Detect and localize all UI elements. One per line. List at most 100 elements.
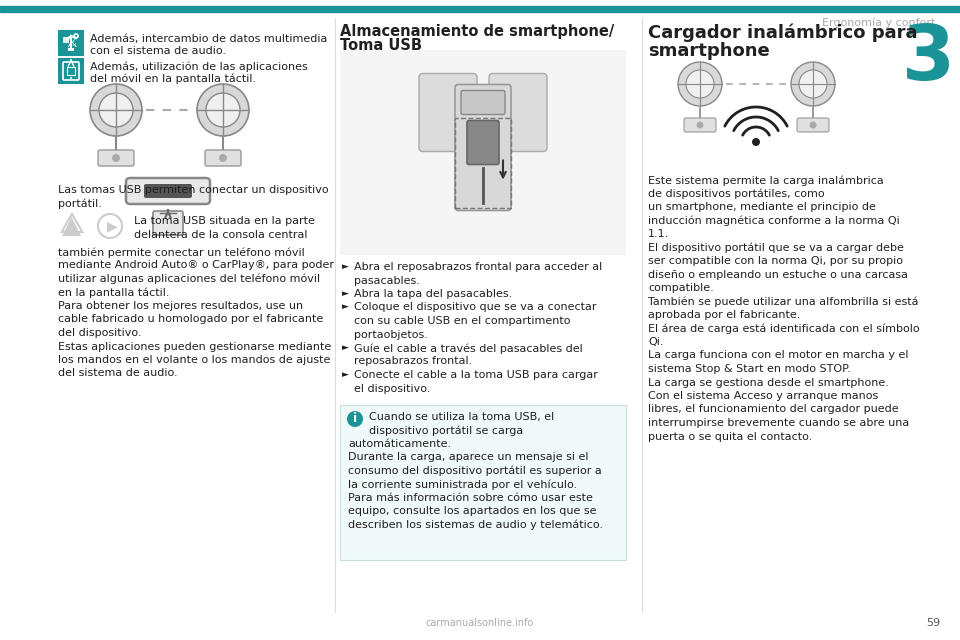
Circle shape	[686, 70, 714, 98]
Text: del dispositivo.: del dispositivo.	[58, 328, 141, 338]
FancyBboxPatch shape	[455, 84, 511, 211]
Text: La carga funciona con el motor en marcha y el: La carga funciona con el motor en marcha…	[648, 351, 908, 360]
Circle shape	[678, 62, 722, 106]
Bar	[58, 58, 84, 84]
Text: ►: ►	[342, 370, 348, 379]
Text: delantera de la consola central: delantera de la consola central	[134, 230, 307, 239]
Text: 59: 59	[925, 618, 940, 628]
Circle shape	[197, 84, 249, 136]
Text: ►: ►	[342, 343, 348, 352]
Bar	[455, 118, 511, 207]
Text: puerta o se quita el contacto.: puerta o se quita el contacto.	[648, 431, 812, 442]
Text: reposabrazos frontal.: reposabrazos frontal.	[354, 356, 472, 367]
Bar	[67, 67, 75, 75]
Text: aprobada por el fabricante.: aprobada por el fabricante.	[648, 310, 801, 320]
Text: Las tomas USB permiten conectar un dispositivo: Las tomas USB permiten conectar un dispo…	[58, 185, 328, 195]
Circle shape	[99, 93, 133, 127]
Text: del móvil en la pantalla táctil.: del móvil en la pantalla táctil.	[90, 74, 256, 84]
Circle shape	[206, 93, 240, 127]
Text: ▶: ▶	[107, 219, 117, 233]
Text: Estas aplicaciones pueden gestionarse mediante: Estas aplicaciones pueden gestionarse me…	[58, 342, 331, 351]
Text: describen los sistemas de audio y telemático.: describen los sistemas de audio y telemá…	[348, 520, 603, 531]
Text: consumo del dispositivo portátil es superior a: consumo del dispositivo portátil es supe…	[348, 466, 602, 477]
Text: Durante la carga, aparece un mensaje si el: Durante la carga, aparece un mensaje si …	[348, 452, 588, 463]
Text: diseño o empleando un estuche o una carcasa: diseño o empleando un estuche o una carc…	[648, 269, 908, 280]
FancyBboxPatch shape	[489, 74, 547, 152]
Text: interrumpirse brevemente cuando se abre una: interrumpirse brevemente cuando se abre …	[648, 418, 909, 428]
Text: de dispositivos portátiles, como: de dispositivos portátiles, como	[648, 189, 825, 199]
FancyBboxPatch shape	[68, 48, 74, 51]
Text: Además, utilización de las aplicaciones: Además, utilización de las aplicaciones	[90, 62, 308, 72]
Bar	[0, 6, 960, 12]
Text: Para más información sobre cómo usar este: Para más información sobre cómo usar est…	[348, 493, 593, 503]
Text: Además, intercambio de datos multimedia: Además, intercambio de datos multimedia	[90, 34, 327, 44]
Text: Conecte el cable a la toma USB para cargar: Conecte el cable a la toma USB para carg…	[354, 370, 598, 380]
Circle shape	[809, 122, 817, 129]
Text: Cargador inalámbrico para: Cargador inalámbrico para	[648, 24, 918, 42]
FancyBboxPatch shape	[467, 120, 499, 164]
Text: en la pantalla táctil.: en la pantalla táctil.	[58, 287, 170, 298]
Text: utilizar algunas aplicaciones del teléfono móvil: utilizar algunas aplicaciones del teléfo…	[58, 274, 320, 285]
Text: la corriente suministrada por el vehículo.: la corriente suministrada por el vehícul…	[348, 479, 577, 490]
Bar	[340, 405, 626, 560]
Text: ⚔: ⚔	[64, 36, 77, 50]
Text: Guíe el cable a través del pasacables del: Guíe el cable a través del pasacables de…	[354, 343, 583, 353]
Text: carmanualsonline.info: carmanualsonline.info	[426, 618, 534, 628]
Text: el dispositivo.: el dispositivo.	[354, 383, 430, 394]
FancyBboxPatch shape	[684, 118, 716, 132]
Bar	[64, 38, 68, 42]
Text: Abra el reposabrazos frontal para acceder al: Abra el reposabrazos frontal para accede…	[354, 262, 602, 272]
Text: automáticamente.: automáticamente.	[348, 439, 451, 449]
Circle shape	[752, 138, 760, 146]
Bar	[340, 50, 626, 255]
Text: mediante Android Auto® o CarPlay®, para poder: mediante Android Auto® o CarPlay®, para …	[58, 260, 334, 271]
Text: Qi.: Qi.	[648, 337, 663, 347]
Text: La carga se gestiona desde el smartphone.: La carga se gestiona desde el smartphone…	[648, 378, 889, 387]
Text: sistema Stop & Start en modo STOP.: sistema Stop & Start en modo STOP.	[648, 364, 851, 374]
Text: smartphone: smartphone	[648, 42, 770, 60]
Circle shape	[70, 77, 72, 79]
Circle shape	[90, 84, 142, 136]
Text: portátil.: portátil.	[58, 198, 102, 209]
Text: 1.1.: 1.1.	[648, 229, 669, 239]
Text: Almacenamiento de smartphone/: Almacenamiento de smartphone/	[340, 24, 614, 39]
Text: ►: ►	[342, 289, 348, 298]
Text: Abra la tapa del pasacables.: Abra la tapa del pasacables.	[354, 289, 513, 299]
FancyBboxPatch shape	[205, 150, 241, 166]
Text: 3: 3	[901, 22, 955, 96]
Text: ▲: ▲	[62, 214, 82, 238]
FancyBboxPatch shape	[461, 90, 505, 115]
Text: Este sistema permite la carga inalámbrica: Este sistema permite la carga inalámbric…	[648, 175, 884, 186]
FancyBboxPatch shape	[153, 211, 183, 235]
Text: Para obtener los mejores resultados, use un: Para obtener los mejores resultados, use…	[58, 301, 303, 311]
FancyBboxPatch shape	[419, 74, 477, 152]
Text: Ergonomía y confort: Ergonomía y confort	[822, 18, 935, 29]
Text: i: i	[353, 413, 357, 426]
Text: también permite conectar un teléfono móvil: también permite conectar un teléfono móv…	[58, 247, 304, 257]
Text: portaobjetos.: portaobjetos.	[354, 330, 428, 339]
FancyBboxPatch shape	[98, 150, 134, 166]
Circle shape	[791, 62, 835, 106]
Text: con su cable USB en el compartimento: con su cable USB en el compartimento	[354, 316, 570, 326]
Text: La toma USB situada en la parte: La toma USB situada en la parte	[134, 216, 315, 226]
FancyBboxPatch shape	[797, 118, 829, 132]
FancyBboxPatch shape	[144, 184, 192, 198]
Text: El dispositivo portátil que se va a cargar debe: El dispositivo portátil que se va a carg…	[648, 243, 904, 253]
Text: del sistema de audio.: del sistema de audio.	[58, 369, 178, 378]
Text: equipo, consulte los apartados en los que se: equipo, consulte los apartados en los qu…	[348, 506, 596, 516]
Text: ►: ►	[342, 262, 348, 271]
Bar	[58, 30, 84, 56]
Text: pasacables.: pasacables.	[354, 275, 420, 285]
Circle shape	[219, 154, 227, 162]
Text: libres, el funcionamiento del cargador puede: libres, el funcionamiento del cargador p…	[648, 404, 899, 415]
FancyBboxPatch shape	[126, 178, 210, 204]
Text: Cuando se utiliza la toma USB, el: Cuando se utiliza la toma USB, el	[369, 412, 554, 422]
Text: El área de carga está identificada con el símbolo: El área de carga está identificada con e…	[648, 323, 920, 334]
Text: compatible.: compatible.	[648, 283, 713, 293]
Circle shape	[347, 411, 363, 427]
Text: los mandos en el volante o los mandos de ajuste: los mandos en el volante o los mandos de…	[58, 355, 330, 365]
Circle shape	[697, 122, 704, 129]
Circle shape	[112, 154, 120, 162]
Text: Con el sistema Acceso y arranque manos: Con el sistema Acceso y arranque manos	[648, 391, 878, 401]
Text: ►: ►	[342, 303, 348, 312]
